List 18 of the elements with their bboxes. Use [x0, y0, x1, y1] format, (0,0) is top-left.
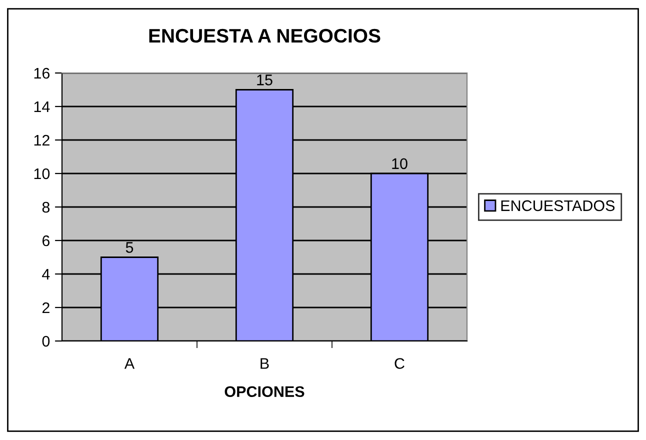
- y-tick-label: 8: [42, 202, 50, 213]
- y-tick-label: 14: [34, 102, 50, 112]
- y-tick-label: 16: [34, 68, 50, 79]
- y-tick-label: 12: [34, 134, 50, 146]
- y-tick-label: 6: [42, 235, 50, 246]
- x-tick-label: C: [394, 358, 404, 369]
- y-tick-label: 10: [34, 168, 50, 180]
- y-tick-label: 2: [42, 302, 50, 314]
- x-tick-label: A: [124, 358, 135, 369]
- legend-label: ENCUESTADOS: [501, 200, 615, 212]
- y-tick-label: 0: [42, 336, 50, 347]
- data-label: 15: [257, 74, 272, 86]
- x-axis-title: OPCIONES: [224, 386, 304, 398]
- data-label: 10: [392, 158, 408, 170]
- data-label: 5: [126, 242, 134, 253]
- chart-title: ENCUESTA A NEGOCIOS: [149, 28, 380, 43]
- y-tick-label: 4: [42, 269, 50, 280]
- x-tick-label: B: [260, 358, 269, 369]
